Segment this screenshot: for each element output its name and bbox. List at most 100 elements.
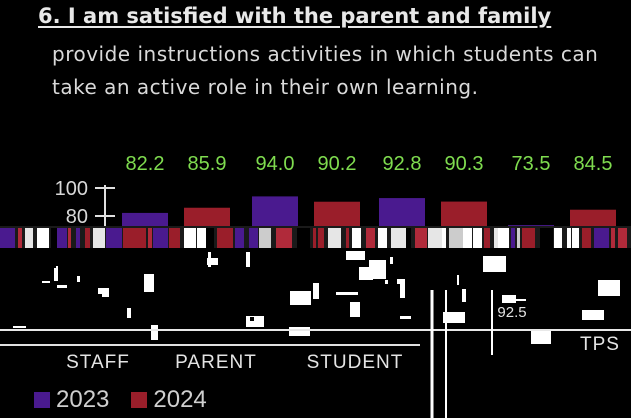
noise-stripe — [522, 228, 535, 248]
noise-fragment — [359, 267, 373, 280]
noise-fragment — [349, 322, 353, 331]
bar-student-2024 — [441, 201, 487, 226]
noise-fragment — [13, 326, 26, 328]
legend-label-2023: 2023 — [56, 386, 110, 413]
y-tick-label-80: 80 — [66, 206, 88, 228]
noise-stripe — [18, 228, 22, 248]
noise-fragment — [98, 288, 106, 294]
noise-stripe — [123, 228, 133, 248]
noise-fragment — [210, 276, 224, 288]
noise-fragment — [151, 325, 158, 340]
noise-stripe — [415, 228, 427, 248]
noise-stripe — [93, 228, 105, 248]
value-label-student-2023: 92.8 — [383, 153, 422, 175]
value-labels: 82.2 85.9 94.0 90.2 92.8 90.3 73.5 84.5 — [126, 153, 613, 175]
noise-stripe — [594, 228, 609, 248]
noise-fragment — [144, 274, 154, 292]
noise-fragment — [547, 283, 557, 299]
noise-fragment — [608, 272, 617, 279]
value-label-student-2024: 90.3 — [445, 153, 484, 175]
noise-fragment — [388, 284, 400, 301]
noise-stripe — [276, 228, 292, 248]
noise-stripe — [378, 228, 387, 248]
noise-fragment — [397, 279, 405, 298]
noise-stripe — [51, 228, 57, 248]
noise-fragment — [390, 257, 393, 264]
noise-stripe — [249, 228, 258, 248]
value-label-tps-2024: 84.5 — [574, 153, 613, 175]
noise-fragment — [246, 252, 250, 267]
legend-label-2024: 2024 — [153, 386, 207, 413]
noise-fragment — [427, 263, 433, 274]
legend: 2023 2024 — [34, 386, 207, 414]
y-tick-label-100: 100 — [55, 178, 88, 200]
bar-tps-2024 — [570, 209, 616, 226]
noise-stripe — [206, 228, 214, 248]
noise-fragment — [54, 266, 58, 281]
noise-stripe — [197, 228, 206, 248]
noise-stripe — [406, 228, 411, 248]
noise-fragment — [385, 280, 388, 284]
noise-stripe — [498, 228, 509, 248]
noise-fragment — [207, 258, 218, 265]
noise-stripe — [37, 228, 49, 248]
noise-fragment — [457, 275, 459, 285]
noise-stripe — [297, 228, 310, 248]
noise-stripe — [484, 228, 490, 248]
noise-stripe — [554, 228, 562, 248]
noise-stripe — [352, 228, 361, 248]
noise-fragment — [580, 299, 599, 313]
noise-fragment — [346, 251, 365, 260]
noise-fragment — [350, 302, 360, 317]
noise-stripe — [318, 228, 324, 248]
noise-fragment — [598, 280, 620, 296]
noise-stripe — [428, 228, 442, 248]
noise-fragment — [246, 316, 264, 327]
noise-fragment — [77, 276, 80, 282]
noise-stripe — [235, 228, 244, 248]
noise-fragment — [58, 250, 70, 260]
noise-stripe — [463, 228, 472, 248]
noise-stripe — [133, 228, 146, 248]
chart-subtitle: provide instructions activities in which… — [52, 42, 599, 99]
noise-stripe — [148, 228, 152, 248]
noise-stripe — [106, 228, 122, 248]
noise-stripe — [0, 228, 9, 248]
bar-parent-2024 — [314, 201, 360, 226]
noise-stripe — [217, 228, 233, 248]
noise-stripe — [618, 228, 627, 248]
noise-fragment — [582, 310, 604, 320]
noise-stripe — [494, 228, 498, 248]
noise-stripe — [184, 228, 196, 248]
noise-fragment — [576, 251, 584, 264]
noise-stripe — [9, 228, 15, 248]
noise-fragment — [127, 308, 131, 318]
noise-fragment — [471, 319, 487, 321]
noise-stripe — [442, 228, 446, 248]
noise-fragment — [313, 283, 319, 299]
noise-fragment — [115, 273, 138, 275]
noise-fragment — [462, 289, 469, 302]
noise-fragment — [443, 312, 465, 323]
noise-stripe — [449, 228, 463, 248]
chart-title: 6. I am satisfied with the parent and fa… — [38, 4, 552, 28]
value-label-tps-2023: 73.5 — [512, 153, 551, 175]
noise-fragment — [369, 260, 386, 279]
noise-stripe — [611, 228, 615, 248]
noise-stripe — [76, 228, 80, 248]
noise-fragment — [572, 297, 582, 313]
distortion-bands — [0, 226, 631, 418]
noise-fragment — [150, 250, 173, 263]
noise-stripe — [567, 228, 571, 248]
legend-item-2024: 2024 — [131, 386, 207, 414]
noise-stripe — [540, 228, 553, 248]
noise-stripe — [313, 228, 316, 248]
noise-fragment — [483, 256, 506, 272]
value-label-staff-2023: 82.2 — [126, 153, 165, 175]
noise-fragment — [278, 256, 299, 264]
noise-fragment — [42, 281, 50, 283]
category-label-staff: STAFF — [66, 352, 130, 373]
noise-stripe — [57, 228, 67, 248]
category-label-student: STUDENT — [307, 352, 404, 373]
